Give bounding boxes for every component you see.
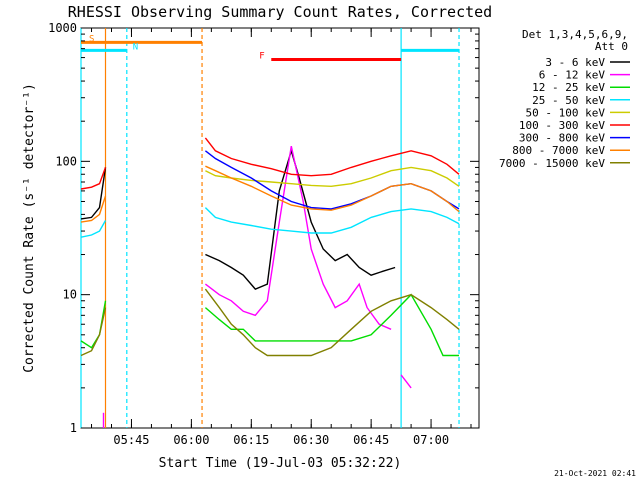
legend-entry-label: 100 - 300 keV [519, 119, 605, 132]
legend-entry-label: 50 - 100 keV [526, 106, 606, 119]
vertical-markers [80, 28, 460, 428]
series-line-6to12kev-seg2 [400, 374, 412, 389]
y-tick-label: 1 [70, 421, 77, 435]
x-tick-label: 05:45 [113, 433, 149, 447]
series-line-12to25kev-seg1 [204, 293, 459, 357]
series-line-7000to15000kev-seg0 [80, 307, 107, 357]
y-axis: 1 10 100 1000 [48, 21, 479, 435]
series-line-25to50kev-seg0 [80, 220, 107, 238]
legend-header-line: Att 0 [595, 40, 628, 53]
legend-entry-label: 3 - 6 keV [545, 56, 605, 69]
series-line-800to7000kev-seg1 [205, 165, 460, 213]
x-tick-label: 06:30 [293, 433, 329, 447]
chart-title: RHESSI Observing Summary Count Rates, Co… [68, 3, 492, 21]
flag-label-f: F [259, 52, 264, 62]
data-series [80, 137, 460, 428]
y-axis-label: Corrected Count Rate (s⁻¹ detector⁻¹) [22, 83, 37, 373]
x-tick-label: 06:45 [353, 433, 389, 447]
flag-bars: S N F [81, 34, 460, 62]
series-line-3to6kev-seg1 [205, 148, 396, 290]
y-tick-label: 1000 [48, 21, 77, 35]
legend-entry-label: 800 - 7000 keV [512, 144, 605, 157]
series-line-3to6kev-seg0 [80, 167, 107, 220]
y-tick-label: 100 [55, 154, 77, 168]
series-line-6to12kev-seg1 [204, 145, 392, 330]
legend-header-line: Det 1,3,4,5,6,9, [522, 28, 628, 41]
x-tick-label: 06:15 [233, 433, 269, 447]
x-axis-label: Start Time (19-Jul-03 05:32:22) [159, 456, 402, 471]
flag-label-n: N [133, 42, 138, 52]
series-line-100to300kev-seg1 [204, 137, 460, 177]
legend-entry-label: 6 - 12 keV [539, 69, 606, 82]
legend-entry-label: 300 - 800 keV [519, 132, 605, 145]
legend-entry-label: 25 - 50 keV [532, 94, 605, 107]
x-tick-label: 06:00 [173, 433, 209, 447]
series-line-25to50kev-seg1 [204, 207, 460, 234]
series-line-50to100kev-seg0 [205, 166, 460, 188]
series-line-100to300kev-seg0 [80, 167, 107, 190]
x-axis: 05:45 06:00 06:15 06:30 06:45 07:00 [91, 28, 472, 447]
plot-frame [80, 27, 480, 429]
x-tick-label: 07:00 [413, 433, 449, 447]
timestamp-label: 21-Oct-2021 02:41 [554, 469, 636, 478]
legend-entry-label: 7000 - 15000 keV [499, 157, 605, 170]
series-line-7000to15000kev-seg1 [204, 288, 460, 357]
y-tick-label: 10 [63, 288, 77, 302]
legend-entry-label: 12 - 25 keV [532, 81, 605, 94]
flag-label-s: S [89, 34, 94, 44]
series-line-800to7000kev-seg0 [80, 195, 107, 223]
